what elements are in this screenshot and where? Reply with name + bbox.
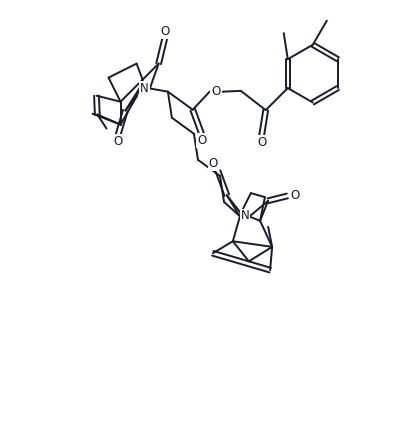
Text: O: O bbox=[211, 85, 221, 98]
Text: O: O bbox=[257, 136, 266, 149]
Text: N: N bbox=[241, 210, 249, 222]
Text: O: O bbox=[160, 25, 169, 38]
Text: O: O bbox=[197, 134, 206, 147]
Text: O: O bbox=[113, 135, 123, 148]
Text: O: O bbox=[290, 190, 299, 202]
Text: O: O bbox=[209, 157, 218, 170]
Text: N: N bbox=[140, 82, 149, 95]
